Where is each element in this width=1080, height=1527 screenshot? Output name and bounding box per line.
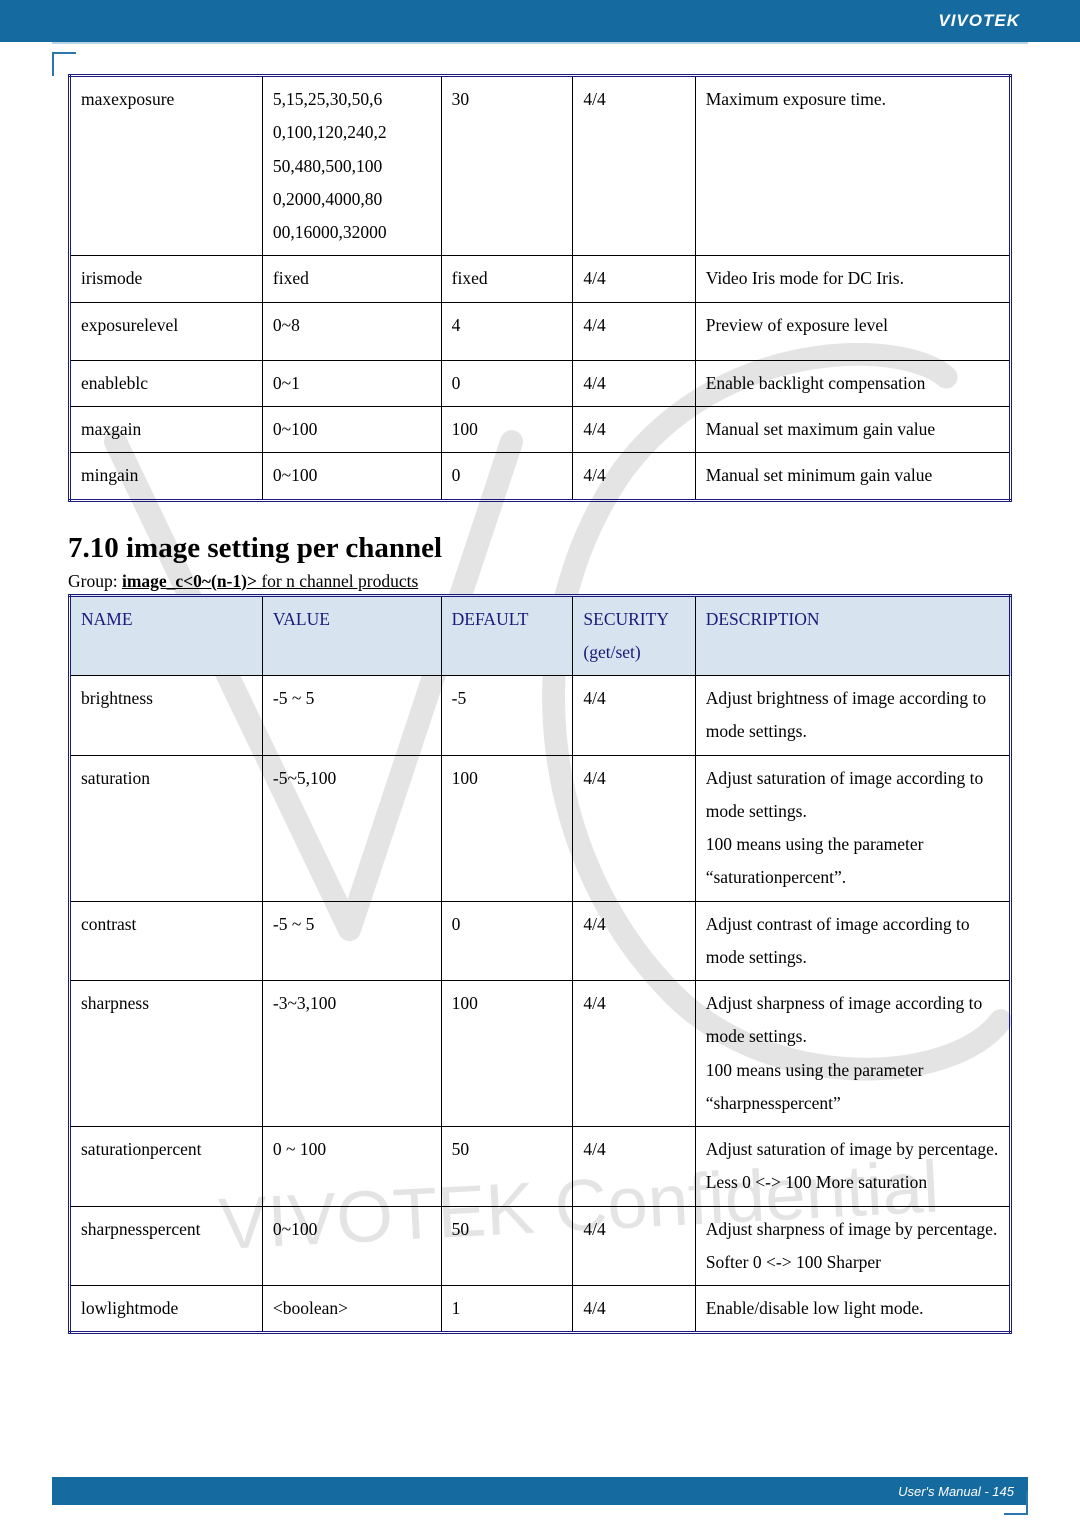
cell-security: 4/4 [573, 1286, 695, 1333]
col-default: DEFAULT [441, 595, 573, 676]
cell-value: -5 ~ 5 [262, 901, 441, 981]
cell-value: fixed [262, 256, 441, 302]
cell-default: 100 [441, 407, 573, 453]
cell-description: Adjust saturation of image by percentage… [695, 1127, 1010, 1207]
cell-security: 4/4 [573, 1206, 695, 1286]
table-row: maxgain 0~100 100 4/4 Manual set maximum… [70, 407, 1011, 453]
col-name: NAME [70, 595, 263, 676]
table-image: NAME VALUE DEFAULT SECURITY (get/set) DE… [68, 594, 1012, 1335]
cell-security: 4/4 [573, 453, 695, 500]
cell-value: -5 ~ 5 [262, 676, 441, 756]
cell-security: 4/4 [573, 302, 695, 360]
cell-default: 0 [441, 453, 573, 500]
cell-description: Preview of exposure level [695, 302, 1010, 360]
table-row: enableblc 0~1 0 4/4 Enable backlight com… [70, 360, 1011, 406]
cell-value: -3~3,100 [262, 981, 441, 1127]
cell-description: Adjust sharpness of image according to m… [695, 981, 1010, 1127]
cell-value: 0~1 [262, 360, 441, 406]
brand-text: VIVOTEK [938, 11, 1020, 31]
cell-security: 4/4 [573, 676, 695, 756]
cell-default: 100 [441, 755, 573, 901]
table-row: saturationpercent 0 ~ 100 50 4/4 Adjust … [70, 1127, 1011, 1207]
cell-name: saturationpercent [70, 1127, 263, 1207]
cell-security: 4/4 [573, 1127, 695, 1207]
cell-description: Manual set maximum gain value [695, 407, 1010, 453]
cell-name: saturation [70, 755, 263, 901]
cell-value: -5~5,100 [262, 755, 441, 901]
table-row: saturation -5~5,100 100 4/4 Adjust satur… [70, 755, 1011, 901]
cell-security: 4/4 [573, 407, 695, 453]
cell-value: 0~100 [262, 453, 441, 500]
cell-default: fixed [441, 256, 573, 302]
cell-description: Video Iris mode for DC Iris. [695, 256, 1010, 302]
cell-description: Enable backlight compensation [695, 360, 1010, 406]
col-security: SECURITY (get/set) [573, 595, 695, 676]
table-exposure-body: maxexposure 5,15,25,30,50,6 0,100,120,24… [70, 76, 1011, 501]
cell-default: 1 [441, 1286, 573, 1333]
cell-name: exposurelevel [70, 302, 263, 360]
cell-default: -5 [441, 676, 573, 756]
table-row: mingain 0~100 0 4/4 Manual set minimum g… [70, 453, 1011, 500]
cell-default: 100 [441, 981, 573, 1127]
cell-security: 4/4 [573, 360, 695, 406]
table-row: sharpnesspercent 0~100 50 4/4 Adjust sha… [70, 1206, 1011, 1286]
cell-default: 4 [441, 302, 573, 360]
table-row: irismode fixed fixed 4/4 Video Iris mode… [70, 256, 1011, 302]
col-value: VALUE [262, 595, 441, 676]
brand-bar: VIVOTEK [0, 0, 1080, 42]
cell-default: 0 [441, 901, 573, 981]
table-row: sharpness -3~3,100 100 4/4 Adjust sharpn… [70, 981, 1011, 1127]
corner-bottom-right [1004, 1491, 1028, 1515]
cell-security: 4/4 [573, 981, 695, 1127]
cell-default: 50 [441, 1206, 573, 1286]
cell-name: maxgain [70, 407, 263, 453]
cell-default: 50 [441, 1127, 573, 1207]
cell-description: Adjust saturation of image according to … [695, 755, 1010, 901]
col-description: DESCRIPTION [695, 595, 1010, 676]
cell-name: maxexposure [70, 76, 263, 256]
cell-description: Enable/disable low light mode. [695, 1286, 1010, 1333]
cell-name: contrast [70, 901, 263, 981]
group-suffix: for n channel products [257, 571, 418, 591]
table-exposure: maxexposure 5,15,25,30,50,6 0,100,120,24… [68, 74, 1012, 502]
cell-name: brightness [70, 676, 263, 756]
group-bold: image_c<0~(n-1)> [122, 571, 257, 591]
cell-name: lowlightmode [70, 1286, 263, 1333]
cell-description: Manual set minimum gain value [695, 453, 1010, 500]
cell-value: 5,15,25,30,50,6 0,100,120,240,2 50,480,5… [262, 76, 441, 256]
cell-description: Adjust sharpness of image by percentage.… [695, 1206, 1010, 1286]
cell-default: 30 [441, 76, 573, 256]
table-row: brightness -5 ~ 5 -5 4/4 Adjust brightne… [70, 676, 1011, 756]
cell-security: 4/4 [573, 901, 695, 981]
cell-name: mingain [70, 453, 263, 500]
table-row: maxexposure 5,15,25,30,50,6 0,100,120,24… [70, 76, 1011, 256]
cell-description: Maximum exposure time. [695, 76, 1010, 256]
table-row: exposurelevel 0~8 4 4/4 Preview of expos… [70, 302, 1011, 360]
table-row: lowlightmode <boolean> 1 4/4 Enable/disa… [70, 1286, 1011, 1333]
table-row: contrast -5 ~ 5 0 4/4 Adjust contrast of… [70, 901, 1011, 981]
footer-text: User's Manual - 145 [898, 1484, 1014, 1499]
group-line: Group: image_c<0~(n-1)> for n channel pr… [68, 571, 1012, 592]
cell-security: 4/4 [573, 76, 695, 256]
cell-name: enableblc [70, 360, 263, 406]
cell-name: irismode [70, 256, 263, 302]
table-head-row: NAME VALUE DEFAULT SECURITY (get/set) DE… [70, 595, 1011, 676]
cell-security: 4/4 [573, 755, 695, 901]
cell-security: 4/4 [573, 256, 695, 302]
group-prefix: Group: [68, 571, 122, 591]
cell-value: <boolean> [262, 1286, 441, 1333]
cell-value: 0~8 [262, 302, 441, 360]
footer-bar: User's Manual - 145 [52, 1477, 1028, 1505]
cell-value: 0 ~ 100 [262, 1127, 441, 1207]
cell-name: sharpnesspercent [70, 1206, 263, 1286]
cell-description: Adjust brightness of image according to … [695, 676, 1010, 756]
cell-value: 0~100 [262, 1206, 441, 1286]
cell-description: Adjust contrast of image according to mo… [695, 901, 1010, 981]
cell-default: 0 [441, 360, 573, 406]
section-heading: 7.10 image setting per channel [68, 532, 1012, 565]
cell-value: 0~100 [262, 407, 441, 453]
cell-name: sharpness [70, 981, 263, 1127]
